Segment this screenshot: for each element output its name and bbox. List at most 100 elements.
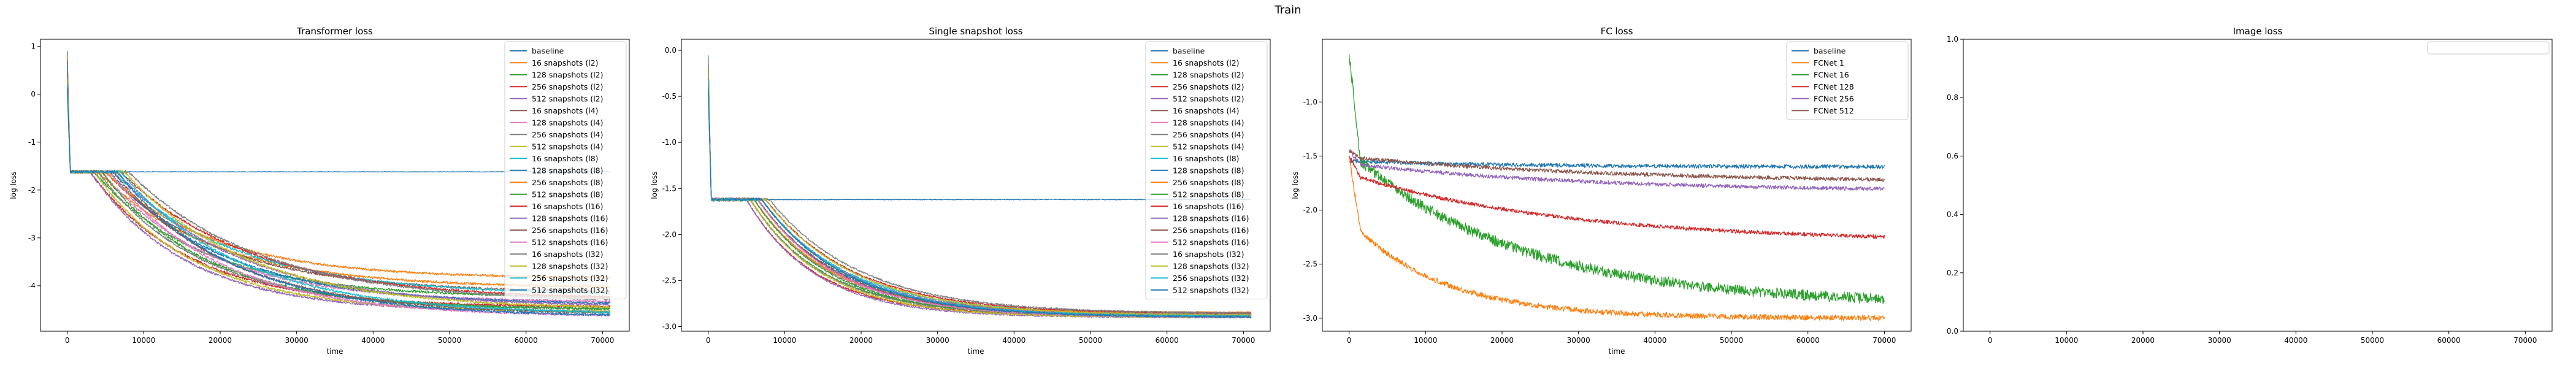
y-axis-label: log loss (9, 171, 18, 199)
series-line (1349, 159, 1885, 169)
y-tick-label: -1.0 (662, 138, 677, 147)
x-tick-label: 40000 (1643, 336, 1666, 345)
legend-label: 256 snapshots (l16) (1173, 226, 1249, 235)
x-tick-label: 20000 (1490, 336, 1514, 345)
legend-label: 512 snapshots (l2) (532, 94, 604, 103)
y-tick-label: 0.2 (1947, 269, 1958, 277)
x-tick-label: 0 (706, 336, 711, 345)
y-tick-label: -3.0 (662, 322, 677, 331)
x-tick-label: 30000 (2208, 336, 2231, 345)
legend-label: 256 snapshots (l8) (532, 178, 604, 187)
x-tick-label: 70000 (591, 336, 614, 345)
legend: baseline FCNet 1 FCNet 16 FCNet 128 FCNet 25… (1786, 41, 1909, 120)
chart-title: Image loss (2233, 26, 2283, 37)
legend-label: 128 snapshots (l8) (1173, 166, 1244, 175)
legend-label: 128 snapshots (l32) (1173, 261, 1249, 270)
x-tick-label: 30000 (1567, 336, 1590, 345)
x-tick-label: 0 (1988, 336, 1993, 345)
legend-label: 16 snapshots (l4) (1173, 106, 1240, 115)
y-tick-label: -2 (28, 186, 36, 194)
x-axis-label: time (1608, 347, 1625, 356)
legend-label: baseline (1173, 46, 1205, 55)
legend (2427, 41, 2550, 55)
legend: baseline 16 snapshots (l2) 128 snapshots (… (504, 41, 627, 299)
series-line (66, 79, 610, 309)
y-tick-label: 1 (31, 42, 36, 51)
legend-label: 16 snapshots (l8) (532, 154, 599, 163)
legend-label: 512 snapshots (l8) (1173, 190, 1244, 199)
x-tick-label: 20000 (2131, 336, 2155, 345)
series-line (707, 69, 1252, 316)
series-line (1349, 149, 1885, 191)
legend-label: 512 snapshots (l4) (532, 142, 604, 151)
series-line (707, 78, 1252, 318)
series-group (1348, 54, 1885, 321)
figure-title: Train (1274, 4, 1301, 17)
legend-label: 16 snapshots (l16) (532, 202, 604, 211)
legend-label: 16 snapshots (l16) (1173, 202, 1244, 211)
x-tick-label: 60000 (1156, 336, 1179, 345)
axes-frame (1322, 39, 1912, 332)
legend-label: 256 snapshots (l16) (532, 226, 608, 235)
legend-label: 512 snapshots (l16) (1173, 237, 1249, 247)
y-tick-label: -4 (28, 282, 36, 290)
chart-panel: FC loss 0 10000 20000 30000 40000 50000 60000 70… (1291, 26, 1912, 356)
legend-box (2427, 41, 2550, 55)
chart-title: Single snapshot loss (929, 26, 1022, 37)
x-tick-label: 30000 (926, 336, 949, 345)
y-tick-label: -2.5 (662, 276, 677, 285)
legend-label: 128 snapshots (l4) (1173, 118, 1244, 127)
axes-frame (40, 39, 630, 332)
x-axis-label: time (967, 347, 984, 356)
y-tick-label: 0.6 (1947, 151, 1958, 160)
legend-label: 256 snapshots (l8) (1173, 178, 1244, 187)
legend-label: 128 snapshots (l4) (532, 118, 604, 127)
legend-label: baseline (1814, 46, 1846, 55)
x-tick-label: 70000 (1873, 336, 1896, 345)
y-tick-label: -1.5 (662, 184, 677, 193)
legend-label: FCNet 512 (1814, 106, 1854, 115)
y-tick-label: 1.0 (1947, 35, 1958, 44)
series-line (66, 88, 611, 316)
legend-box (504, 41, 627, 299)
x-tick-label: 10000 (132, 336, 155, 345)
x-tick-label: 30000 (285, 336, 309, 345)
x-tick-label: 40000 (361, 336, 385, 345)
x-tick-label: 50000 (438, 336, 461, 345)
legend: baseline 16 snapshots (l2) 128 snapshots (… (1145, 41, 1268, 299)
x-tick-label: 50000 (1720, 336, 1743, 345)
x-tick-label: 50000 (1079, 336, 1102, 345)
legend-label: 256 snapshots (l32) (532, 274, 608, 283)
series-line (66, 88, 610, 317)
axes-frame (681, 39, 1271, 332)
legend-label: 128 snapshots (l2) (532, 70, 604, 79)
y-axis-label: log loss (650, 171, 659, 199)
chart-panel: Image loss 0 10000 20000 30000 40000 50000 6000… (1947, 26, 2553, 345)
legend-label: 256 snapshots (l4) (1173, 130, 1244, 139)
x-tick-label: 70000 (1232, 336, 1255, 345)
legend-box (1786, 41, 1909, 120)
x-tick-label: 40000 (1002, 336, 1025, 345)
y-tick-label: -1 (28, 138, 36, 147)
y-tick-label: -3.0 (1303, 314, 1317, 323)
y-tick-label: 0 (31, 90, 36, 99)
x-tick-label: 60000 (1796, 336, 1820, 345)
series-group (707, 55, 1252, 319)
series-line (707, 87, 1252, 319)
series-line (707, 59, 1252, 315)
legend-label: 512 snapshots (l8) (532, 190, 604, 199)
series-line (1348, 54, 1885, 305)
legend-label: 256 snapshots (l32) (1173, 274, 1249, 283)
x-tick-label: 10000 (773, 336, 796, 345)
series-line (1349, 156, 1885, 239)
chart-panel: Transformer loss 0 10000 20000 30000 40000 500… (9, 26, 630, 356)
y-tick-label: -2.0 (662, 230, 677, 239)
legend-box (1145, 41, 1268, 299)
x-tick-label: 0 (1347, 336, 1352, 345)
axes-frame (1963, 39, 2553, 332)
y-tick-label: -2.5 (1303, 260, 1317, 269)
x-tick-label: 60000 (515, 336, 538, 345)
legend-label: 16 snapshots (l2) (1173, 58, 1240, 67)
